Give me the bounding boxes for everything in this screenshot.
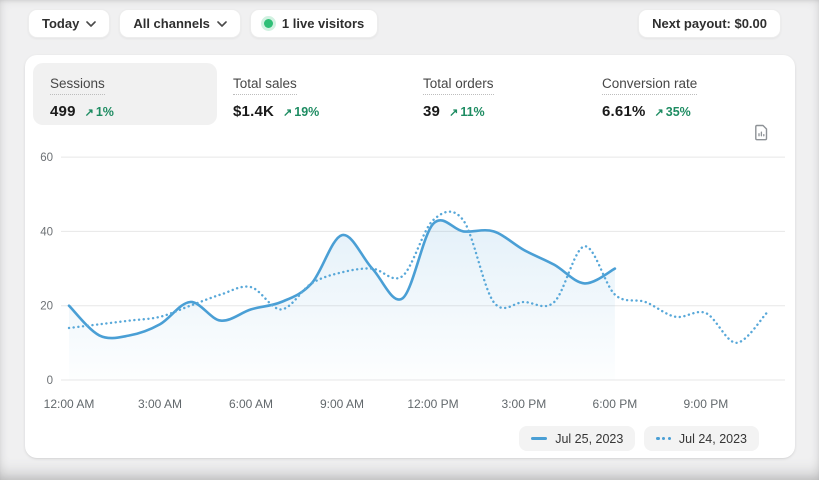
date-range-dropdown[interactable]: Today — [28, 8, 111, 38]
chevron-down-icon — [86, 20, 97, 27]
legend-label: Jul 25, 2023 — [555, 431, 624, 446]
dotted-line-swatch-icon — [656, 436, 671, 441]
legend-label: Jul 24, 2023 — [678, 431, 747, 446]
x-axis-label: 12:00 AM — [44, 397, 95, 411]
series-area-fill — [69, 220, 615, 380]
legend-item-jul-25[interactable]: Jul 25, 2023 — [519, 426, 636, 451]
increase-arrow-icon: ↗ — [283, 107, 293, 119]
metric-tab-conversion-rate[interactable]: Conversion rate 6.61% ↗ 35% — [602, 75, 698, 120]
conversion-rate-label: Conversion rate — [602, 76, 698, 95]
sessions-label: Sessions — [50, 76, 105, 95]
total-sales-value: $1.4K — [233, 103, 275, 120]
metric-tab-sessions[interactable]: Sessions 499 ↗ 1% — [33, 63, 217, 125]
live-visitors-label: 1 live visitors — [281, 15, 365, 31]
y-axis-label: 40 — [40, 226, 53, 238]
live-visitors-dot-icon — [263, 18, 273, 28]
series-line-solid — [67, 218, 617, 340]
total-orders-delta: ↗ 11% — [449, 105, 485, 119]
next-payout-label: Next payout: $0.00 — [652, 15, 767, 31]
increase-arrow-icon: ↗ — [449, 107, 459, 119]
y-axis-label: 20 — [40, 301, 53, 313]
sessions-delta: ↗ 1% — [84, 105, 114, 119]
sessions-chart: 0 20 40 60 12:00 AM 3:00 AM 6:00 AM 9:00 AM 12:0… — [40, 152, 785, 411]
total-orders-label: Total orders — [423, 76, 494, 95]
conversion-rate-delta: ↗ 35% — [654, 105, 691, 119]
chevron-down-icon — [217, 20, 227, 27]
channel-filter-dropdown[interactable]: All channels — [119, 8, 241, 38]
document-export-icon — [754, 124, 769, 146]
live-visitors-button[interactable]: 1 live visitors — [249, 8, 379, 38]
increase-arrow-icon: ↗ — [654, 107, 664, 119]
x-axis-label: 9:00 PM — [684, 397, 729, 411]
export-report-button[interactable] — [749, 123, 773, 147]
x-axis-label: 12:00 PM — [407, 397, 458, 411]
x-axis-label: 3:00 PM — [502, 397, 547, 411]
increase-arrow-icon: ↗ — [84, 107, 94, 119]
legend-item-jul-24[interactable]: Jul 24, 2023 — [644, 426, 759, 451]
x-axis-label: 3:00 AM — [138, 397, 182, 411]
x-axis-label: 9:00 AM — [320, 397, 364, 411]
sessions-value: 499 — [50, 103, 76, 120]
x-axis-label: 6:00 PM — [593, 397, 638, 411]
series-line-dotted — [67, 210, 768, 344]
next-payout-button[interactable]: Next payout: $0.00 — [638, 8, 781, 38]
analytics-card: Sessions 499 ↗ 1% Total sales $1.4K ↗ 19% … — [25, 55, 795, 458]
date-range-label: Today — [42, 15, 80, 31]
metric-tab-total-orders[interactable]: Total orders 39 ↗ 11% — [423, 75, 494, 120]
x-axis-label: 6:00 AM — [229, 397, 273, 411]
total-sales-label: Total sales — [233, 76, 297, 95]
solid-line-swatch-icon — [531, 437, 548, 440]
y-axis-label: 0 — [47, 375, 53, 387]
total-sales-delta: ↗ 19% — [283, 105, 320, 119]
channel-filter-label: All channels — [133, 15, 210, 31]
total-orders-value: 39 — [423, 103, 441, 120]
dashboard-topbar: Today All channels 1 live visitors Next … — [28, 8, 781, 38]
y-axis-label: 60 — [40, 152, 53, 164]
metric-tab-total-sales[interactable]: Total sales $1.4K ↗ 19% — [233, 75, 319, 120]
chart-legend: Jul 25, 2023 Jul 24, 2023 — [519, 426, 759, 451]
conversion-rate-value: 6.61% — [602, 103, 646, 120]
sessions-chart-area[interactable]: 0 20 40 60 12:00 AM 3:00 AM 6:00 AM 9:00 AM 12:0… — [25, 140, 795, 432]
